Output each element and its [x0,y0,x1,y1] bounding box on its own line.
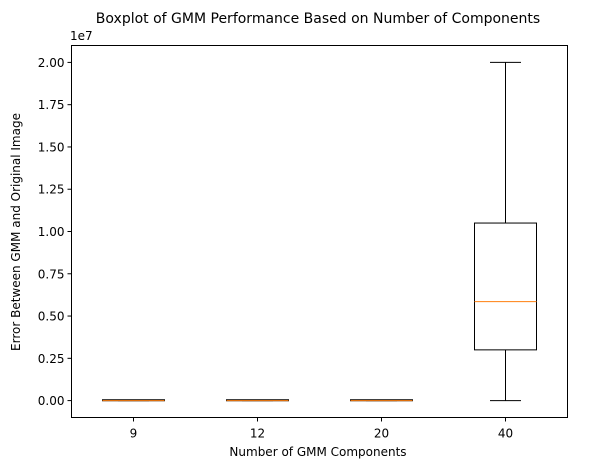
x-axis-label: Number of GMM Components [229,445,406,459]
plot-frame [71,45,568,418]
y-tick-label: 0.25 [38,352,65,366]
iqr-box [474,222,537,351]
y-tick-label: 1.25 [38,183,65,197]
box-40 [474,61,537,402]
y-axis-ticks: 0.00 0.25 0.50 0.75 1.00 1.25 1.50 1.75 2.00 [38,56,72,408]
x-axis-ticks: 9 12 20 40 [130,417,513,441]
box-group [102,61,537,402]
chart-title: Boxplot of GMM Performance Based on Numb… [96,11,540,27]
y-tick-label: 1.50 [38,140,65,154]
x-tick-label: 20 [374,427,389,441]
box-20 [350,399,413,402]
x-tick-label: 9 [130,427,138,441]
box-9 [102,399,165,402]
y-tick-label: 0.50 [38,310,65,324]
y-tick-label: 0.00 [38,394,65,408]
y-tick-label: 1.75 [38,98,65,112]
x-tick-label: 12 [250,427,265,441]
y-axis-label: Error Between GMM and Original Image [9,113,23,351]
box-12 [226,399,289,402]
y-offset-label: 1e7 [70,29,93,43]
y-tick-label: 2.00 [38,56,65,70]
y-tick-label: 1.00 [38,225,65,239]
y-tick-label: 0.75 [38,267,65,281]
x-tick-label: 40 [498,427,513,441]
